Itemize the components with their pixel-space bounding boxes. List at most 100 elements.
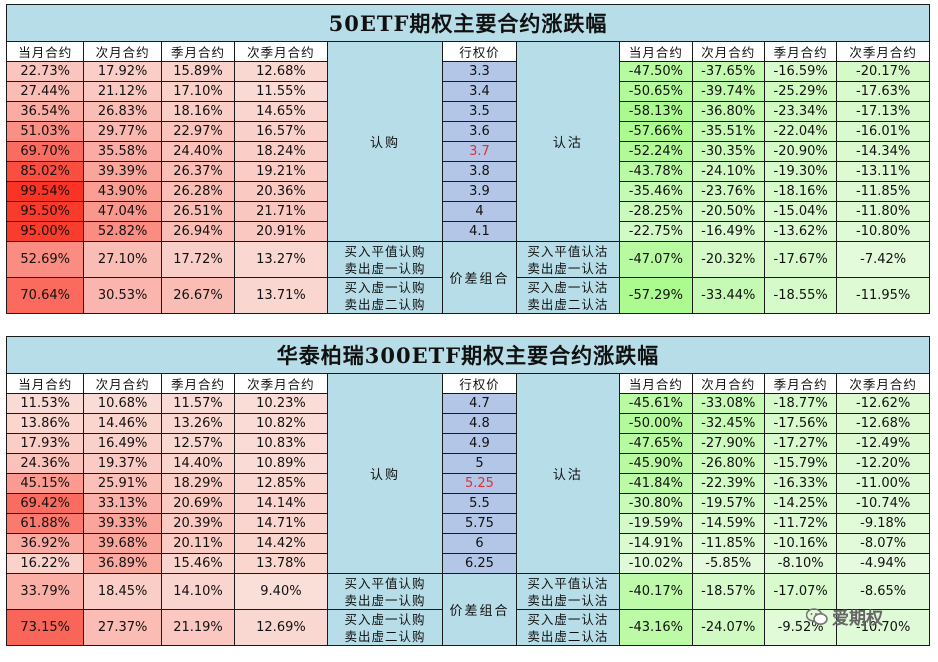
strike-cell: 4.9 bbox=[442, 433, 517, 454]
put-spread-label: 买入虚一认沽 卖出虚二认沽 bbox=[515, 277, 621, 314]
put-return-cell: -47.50% bbox=[619, 61, 693, 82]
table-title: 50ETF期权主要合约涨跌幅 bbox=[6, 4, 930, 42]
call-return-cell: 26.51% bbox=[160, 201, 236, 222]
strike-cell: 3.6 bbox=[442, 121, 517, 142]
put-spread-leg-2: 卖出虚一认沽 bbox=[527, 592, 609, 608]
call-return-cell: 39.39% bbox=[83, 161, 162, 182]
call-return-cell: 12.68% bbox=[234, 61, 328, 82]
table-row: 61.88% 39.33% 20.39% 14.71% 5.75 -19.59% -14.5… bbox=[5, 513, 930, 534]
call-return-cell: 12.85% bbox=[234, 473, 328, 494]
put-spread-return-cell: -18.57% bbox=[691, 573, 765, 610]
put-column-header: 次季月合约 bbox=[836, 373, 930, 394]
call-return-cell: 95.00% bbox=[5, 221, 85, 242]
call-return-cell: 25.91% bbox=[83, 473, 162, 494]
put-spread-leg-2: 卖出虚二认沽 bbox=[527, 628, 609, 644]
call-spread-leg-2: 卖出虚二认购 bbox=[344, 628, 426, 644]
call-return-cell: 35.58% bbox=[83, 141, 162, 162]
call-return-cell: 61.88% bbox=[5, 513, 85, 534]
put-return-cell: -47.65% bbox=[619, 433, 693, 454]
put-spread-leg-1: 买入虚一认沽 bbox=[527, 279, 609, 295]
put-return-cell: -11.72% bbox=[763, 513, 838, 534]
put-return-cell: -16.33% bbox=[763, 473, 838, 494]
call-spread-return-cell: 13.27% bbox=[234, 241, 328, 278]
put-return-cell: -50.00% bbox=[619, 413, 693, 434]
call-return-cell: 10.82% bbox=[234, 413, 328, 434]
call-return-cell: 14.71% bbox=[234, 513, 328, 534]
strike-cell: 5.5 bbox=[442, 493, 517, 514]
call-return-cell: 16.22% bbox=[5, 553, 85, 574]
call-return-cell: 26.94% bbox=[160, 221, 236, 242]
call-return-cell: 99.54% bbox=[5, 181, 85, 202]
put-return-cell: -10.16% bbox=[763, 533, 838, 554]
put-spread-return-cell: -57.29% bbox=[619, 277, 693, 314]
put-return-cell: -22.04% bbox=[763, 121, 838, 142]
call-return-cell: 20.39% bbox=[160, 513, 236, 534]
strike-cell: 6.25 bbox=[442, 553, 517, 574]
put-return-cell: -14.25% bbox=[763, 493, 838, 514]
call-spread-return-cell: 9.40% bbox=[234, 573, 328, 610]
put-return-cell: -17.27% bbox=[763, 433, 838, 454]
strike-cell: 3.3 bbox=[442, 61, 517, 82]
put-return-cell: -11.00% bbox=[836, 473, 930, 494]
put-return-cell: -12.20% bbox=[836, 453, 930, 474]
put-return-cell: -57.66% bbox=[619, 121, 693, 142]
table-row: 95.50% 47.04% 26.51% 21.71% 4 -28.25% -20.50% -… bbox=[5, 201, 930, 222]
call-return-cell: 45.15% bbox=[5, 473, 85, 494]
call-spread-label: 买入平值认购 卖出虚一认购 bbox=[326, 241, 444, 278]
strike-cell: 3.4 bbox=[442, 81, 517, 102]
table-row: 36.54% 26.83% 18.16% 14.65% 3.5 -58.13% -36.80… bbox=[5, 101, 930, 122]
table-row: 24.36% 19.37% 14.40% 10.89% 5 -45.90% -26.80% -… bbox=[5, 453, 930, 474]
table-row: 22.73% 17.92% 15.89% 12.68% 3.3 -47.50% -37.65… bbox=[5, 61, 930, 82]
call-return-cell: 20.91% bbox=[234, 221, 328, 242]
put-return-cell: -20.90% bbox=[763, 141, 838, 162]
etf300-panel: 华泰柏瑞300ETF期权主要合约涨跌幅 当月合约 次月合约 季月合约 次季月合约 认购 行权… bbox=[5, 336, 930, 646]
put-spread-return-cell: -47.07% bbox=[619, 241, 693, 278]
call-return-cell: 11.53% bbox=[5, 393, 85, 414]
put-spread-leg-1: 买入平值认沽 bbox=[527, 243, 609, 259]
table-row: 11.53% 10.68% 11.57% 10.23% 4.7 -45.61% -33.08… bbox=[5, 393, 930, 414]
put-return-cell: -43.78% bbox=[619, 161, 693, 182]
call-spread-leg-2: 卖出虚一认购 bbox=[344, 592, 426, 608]
call-return-cell: 14.65% bbox=[234, 101, 328, 122]
call-return-cell: 22.97% bbox=[160, 121, 236, 142]
put-return-cell: -28.25% bbox=[619, 201, 693, 222]
call-spread-return-cell: 26.67% bbox=[160, 277, 236, 314]
put-return-cell: -45.90% bbox=[619, 453, 693, 474]
call-return-cell: 26.37% bbox=[160, 161, 236, 182]
call-return-cell: 15.46% bbox=[160, 553, 236, 574]
put-spread-return-cell: -8.65% bbox=[836, 573, 930, 610]
call-return-cell: 15.89% bbox=[160, 61, 236, 82]
call-return-cell: 10.23% bbox=[234, 393, 328, 414]
call-spread-return-cell: 33.79% bbox=[5, 573, 85, 610]
call-spread-return-cell: 17.72% bbox=[160, 241, 236, 278]
put-spread-label: 买入平值认沽 卖出虚一认沽 bbox=[515, 573, 621, 610]
returns-table: 华泰柏瑞300ETF期权主要合约涨跌幅 当月合约 次月合约 季月合约 次季月合约 认购 行权… bbox=[5, 336, 930, 646]
call-spread-return-cell: 18.45% bbox=[83, 573, 162, 610]
call-return-cell: 12.57% bbox=[160, 433, 236, 454]
call-column-header: 次季月合约 bbox=[234, 41, 328, 62]
put-return-cell: -35.51% bbox=[691, 121, 765, 142]
call-column-header: 当月合约 bbox=[5, 41, 85, 62]
put-return-cell: -22.39% bbox=[691, 473, 765, 494]
call-spread-leg-1: 买入平值认购 bbox=[344, 575, 426, 591]
table-row: 99.54% 43.90% 26.28% 20.36% 3.9 -35.46% -23.76… bbox=[5, 181, 930, 202]
table-row: 69.42% 33.13% 20.69% 14.14% 5.5 -30.80% -19.57… bbox=[5, 493, 930, 514]
call-return-cell: 14.14% bbox=[234, 493, 328, 514]
call-return-cell: 20.11% bbox=[160, 533, 236, 554]
put-return-cell: -30.80% bbox=[619, 493, 693, 514]
call-return-cell: 51.03% bbox=[5, 121, 85, 142]
returns-table: 50ETF期权主要合约涨跌幅 当月合约 次月合约 季月合约 次季月合约 认购 行权价 认沽 当月… bbox=[5, 4, 930, 314]
call-return-cell: 26.83% bbox=[83, 101, 162, 122]
put-side-label: 认沽 bbox=[515, 41, 621, 242]
call-spread-return-cell: 27.37% bbox=[83, 609, 162, 646]
put-return-cell: -13.11% bbox=[836, 161, 930, 182]
call-spread-return-cell: 13.71% bbox=[234, 277, 328, 314]
call-column-header: 季月合约 bbox=[160, 373, 236, 394]
put-column-header: 季月合约 bbox=[763, 41, 838, 62]
call-return-cell: 20.36% bbox=[234, 181, 328, 202]
table-row: 51.03% 29.77% 22.97% 16.57% 3.6 -57.66% -35.51… bbox=[5, 121, 930, 142]
call-return-cell: 69.70% bbox=[5, 141, 85, 162]
call-column-header: 次月合约 bbox=[83, 41, 162, 62]
call-return-cell: 85.02% bbox=[5, 161, 85, 182]
call-return-cell: 27.44% bbox=[5, 81, 85, 102]
